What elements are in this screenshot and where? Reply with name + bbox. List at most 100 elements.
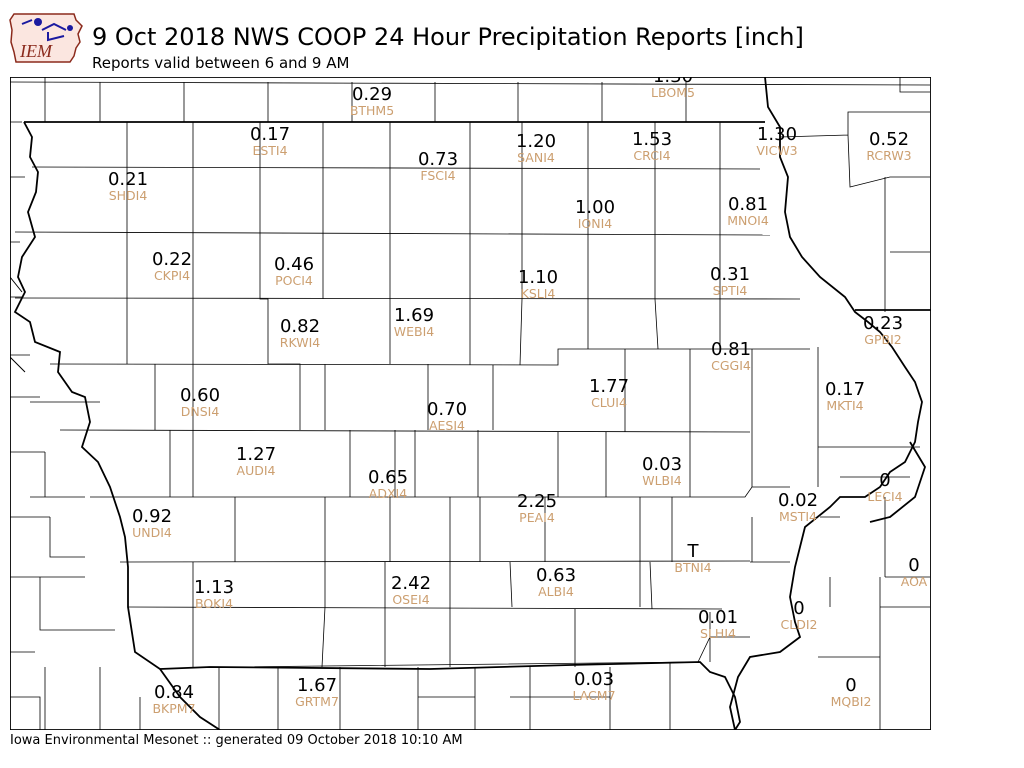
precip-value: 0.01 [698, 607, 738, 628]
precip-value: 1.77 [589, 376, 629, 397]
station-id: SHDI4 [109, 188, 148, 203]
iem-logo-graphic: IEM [9, 13, 83, 63]
precip-value: 0.21 [108, 169, 148, 190]
station-id: RCRW3 [866, 148, 911, 163]
precip-value: 0.84 [154, 682, 194, 703]
precip-value: 0.03 [574, 669, 614, 690]
precip-value: 0.29 [352, 84, 392, 105]
station-id: FSCI4 [420, 168, 455, 183]
station-id: BKPM7 [152, 701, 195, 716]
state-borders [10, 77, 931, 730]
precip-value: 0 [793, 598, 804, 619]
station-id: LECI4 [867, 489, 902, 504]
station-labels: 0.29BTHM51.30LBOM50.17ESTI41.20SANI41.53… [108, 77, 928, 716]
station-id: CKPI4 [154, 268, 190, 283]
station-id: WLBI4 [642, 473, 682, 488]
station-id: AUDI4 [237, 463, 276, 478]
precip-value: 0.17 [250, 124, 290, 145]
precip-value: 0 [879, 470, 890, 491]
precip-value: 1.67 [297, 675, 337, 696]
station-id: POCI4 [275, 273, 313, 288]
station-id: BTNI4 [674, 560, 711, 575]
station-id: OSEI4 [392, 592, 429, 607]
precip-value: 1.30 [653, 77, 693, 87]
station-dot-icon [34, 18, 42, 26]
wind-barb-icon [21, 19, 67, 42]
station-id: UNDI4 [132, 525, 172, 540]
station-id: RKWI4 [280, 335, 320, 350]
station-id: PEAI4 [519, 510, 555, 525]
precip-value: 0.46 [274, 254, 314, 275]
precip-value: 1.13 [194, 577, 234, 598]
station-id: VICW3 [756, 143, 797, 158]
precip-value: 0.81 [711, 339, 751, 360]
precip-value: 1.20 [516, 131, 556, 152]
precip-value: 1.27 [236, 444, 276, 465]
station-lbom5: 1.30LBOM5 [651, 77, 695, 100]
map-subtitle: Reports valid between 6 and 9 AM [92, 54, 350, 72]
precip-value: 1.53 [632, 129, 672, 150]
station-id: ADXI4 [369, 486, 407, 501]
station-id: SLHI4 [700, 626, 736, 641]
station-id: CLUI4 [591, 395, 627, 410]
precip-value: 0.23 [863, 313, 903, 334]
iowa-shape-icon [9, 13, 83, 63]
county-borders [10, 77, 931, 730]
station-id: GRTM7 [295, 694, 339, 709]
station-id: GPBI2 [864, 332, 901, 347]
precip-value: T [687, 541, 700, 562]
precip-value: 0.81 [728, 194, 768, 215]
station-id: MSTI4 [779, 509, 817, 524]
station-id: SPTI4 [713, 283, 748, 298]
station-id: SANI4 [517, 150, 555, 165]
station-id: WEBI4 [394, 324, 435, 339]
map-footer: Iowa Environmental Mesonet :: generated … [10, 733, 463, 748]
station-id: MNOI4 [727, 213, 769, 228]
station-id: DNSI4 [181, 404, 220, 419]
precip-value: 0.22 [152, 249, 192, 270]
station-id: LACM7 [572, 688, 615, 703]
logo-text: IEM [19, 41, 53, 61]
precip-value: 1.69 [394, 305, 434, 326]
precip-value: 0.82 [280, 316, 320, 337]
station-id: CLDI2 [781, 617, 818, 632]
map-title: 9 Oct 2018 NWS COOP 24 Hour Precipitatio… [92, 23, 804, 51]
precip-value: 1.30 [757, 124, 797, 145]
station-id: IONI4 [578, 216, 613, 231]
station-id: CRCI4 [633, 148, 670, 163]
precip-value: 1.00 [575, 197, 615, 218]
station-id: BTHM5 [350, 103, 394, 118]
